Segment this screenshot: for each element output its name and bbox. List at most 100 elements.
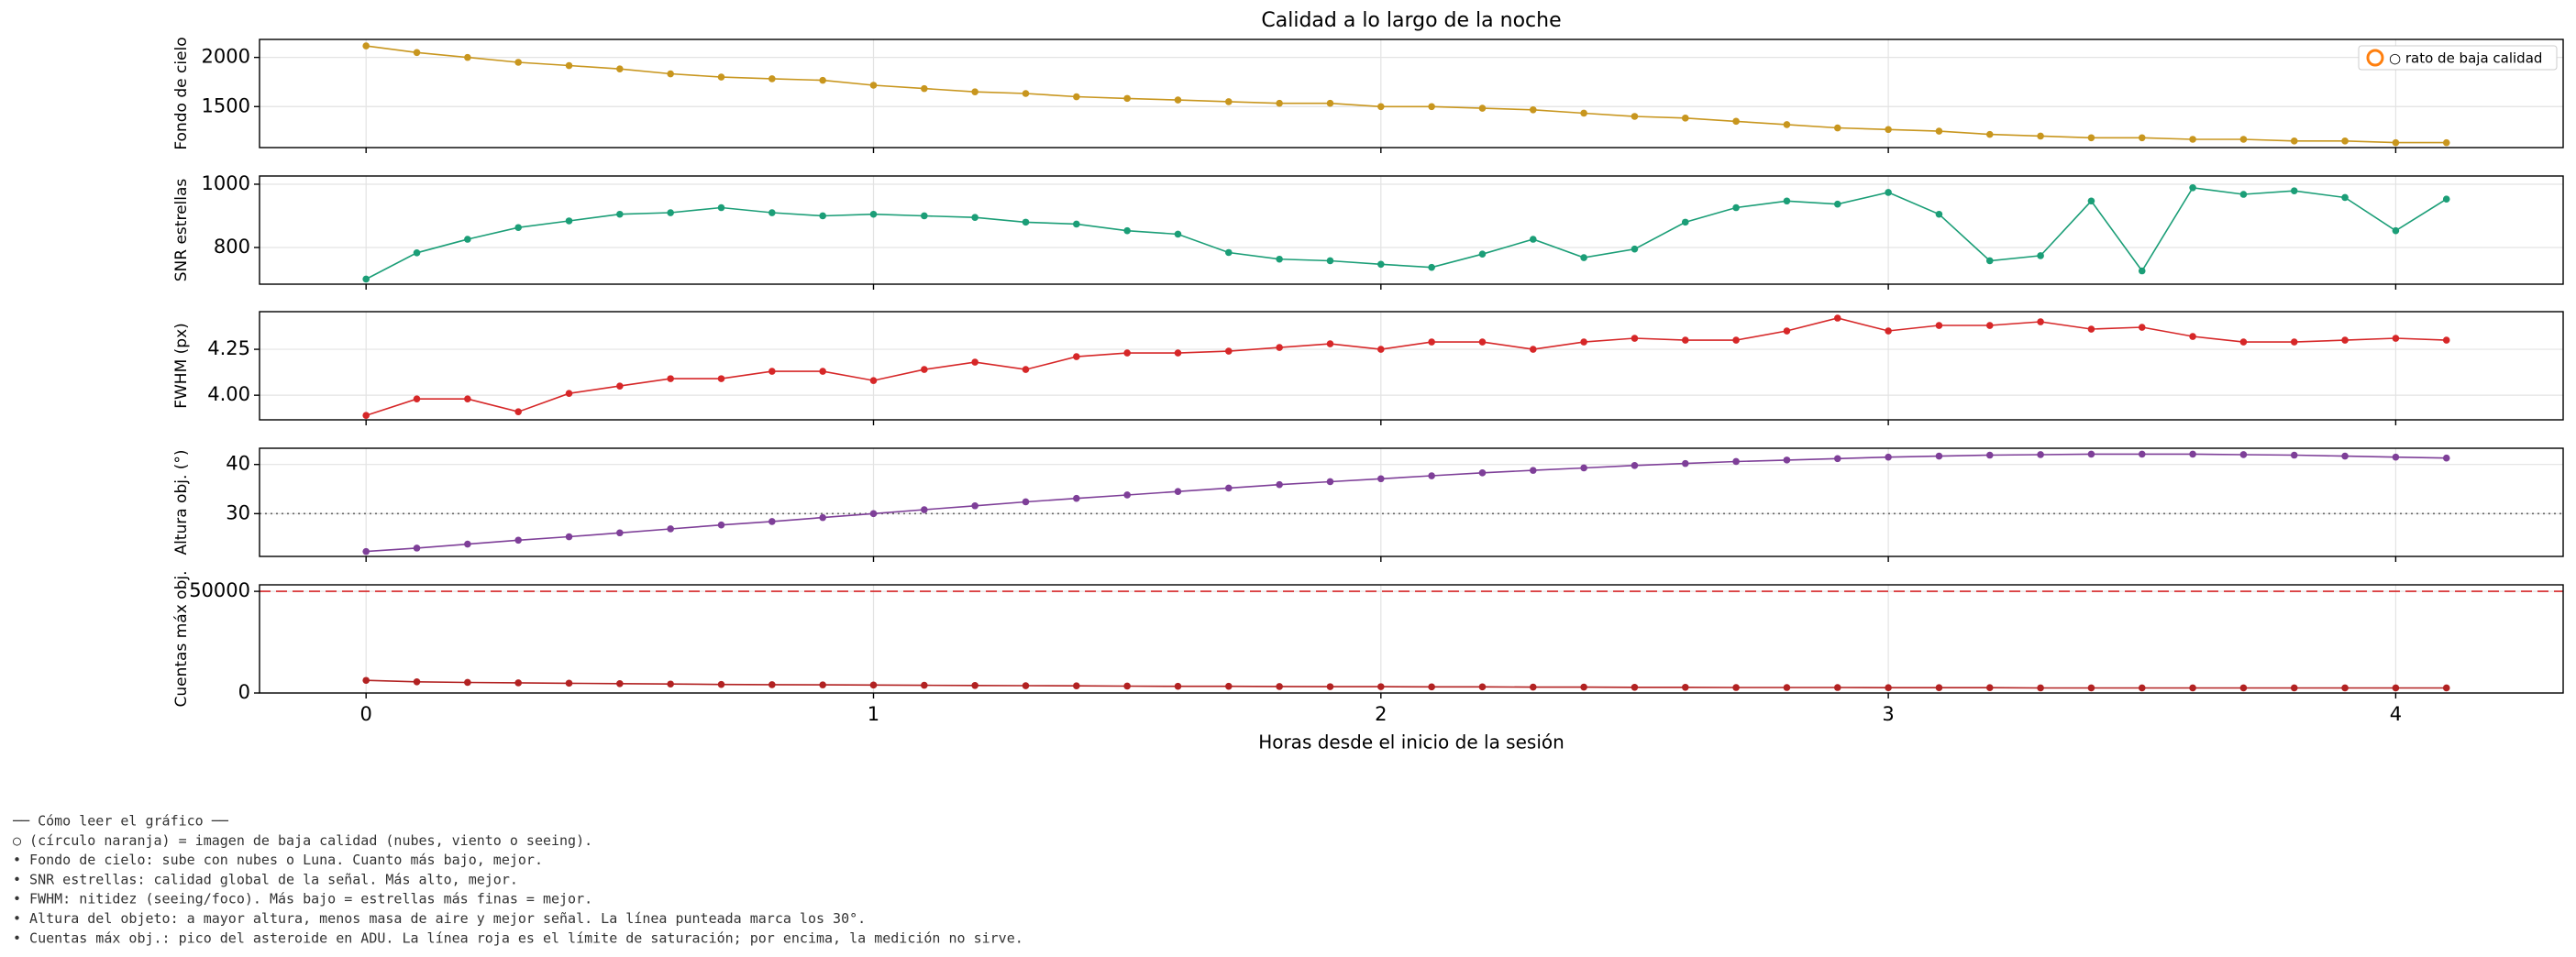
data-point — [1123, 349, 1131, 357]
data-point — [1529, 683, 1537, 691]
note-line: ○ (círculo naranja) = imagen de baja cal… — [13, 832, 592, 849]
plot-frame — [259, 447, 2564, 557]
data-point — [1225, 98, 1233, 105]
data-point — [1326, 478, 1334, 486]
data-point — [1985, 130, 1994, 138]
data-point — [1428, 263, 1435, 271]
data-point — [413, 678, 421, 686]
data-point — [1225, 248, 1233, 257]
data-point — [2341, 193, 2349, 202]
data-point — [921, 212, 928, 220]
data-point — [2037, 132, 2044, 140]
data-point — [2087, 197, 2095, 205]
series-line — [365, 317, 2447, 416]
data-point — [565, 533, 573, 541]
plot-frame — [259, 311, 2564, 421]
data-point — [971, 681, 978, 689]
data-point — [921, 681, 928, 689]
data-point — [2392, 453, 2400, 461]
data-point — [514, 59, 522, 66]
y-tick-label: 30 — [226, 501, 250, 523]
data-point — [1174, 349, 1182, 357]
data-point — [2341, 336, 2349, 344]
data-point — [921, 366, 928, 373]
data-point — [2341, 138, 2349, 145]
data-point — [1935, 322, 1943, 329]
data-point — [2037, 252, 2044, 259]
data-point — [1885, 189, 1892, 196]
data-point — [464, 236, 471, 243]
data-point — [1529, 467, 1537, 474]
data-point — [1326, 340, 1334, 347]
data-point — [362, 547, 370, 556]
data-point — [464, 678, 471, 687]
data-point — [1276, 344, 1283, 351]
data-point — [1885, 327, 1892, 335]
data-point — [1073, 494, 1080, 502]
data-point — [1428, 683, 1435, 691]
data-point — [1174, 96, 1182, 104]
data-point — [921, 84, 928, 93]
data-point — [1022, 498, 1030, 506]
y-axis-label: Cuentas máx obj. — [172, 571, 191, 708]
data-point — [1478, 104, 1487, 112]
data-point — [2442, 195, 2450, 203]
data-point — [717, 521, 725, 529]
data-point — [1985, 451, 1994, 459]
data-point — [1276, 683, 1283, 690]
data-point — [768, 368, 776, 375]
data-point — [1935, 684, 1943, 692]
x-tick-label: 2 — [1375, 703, 1387, 725]
data-point — [1681, 218, 1689, 226]
data-point — [565, 390, 573, 397]
data-point — [2239, 451, 2248, 458]
data-point — [2239, 191, 2248, 198]
data-point — [819, 368, 826, 375]
data-point — [1478, 469, 1487, 477]
data-point — [819, 76, 826, 84]
data-point — [971, 358, 978, 366]
data-point — [514, 536, 522, 544]
data-point — [667, 525, 674, 533]
data-point — [768, 518, 776, 525]
data-point — [2037, 451, 2044, 458]
x-tick-label: 3 — [1882, 703, 1894, 725]
data-point — [1377, 346, 1385, 353]
data-point — [616, 529, 624, 537]
data-point — [2087, 684, 2095, 692]
data-point — [1631, 461, 1639, 469]
data-point — [413, 249, 421, 257]
data-point — [616, 65, 624, 72]
x-tick-label: 4 — [2390, 703, 2402, 725]
data-point — [1833, 455, 1841, 463]
data-point — [1833, 684, 1841, 691]
data-point — [362, 275, 370, 283]
data-point — [1681, 683, 1689, 691]
data-point — [2239, 684, 2248, 692]
y-tick-label: 4.25 — [207, 337, 250, 359]
data-point — [1935, 452, 1943, 460]
data-point — [1225, 347, 1233, 355]
data-point — [1022, 90, 1030, 97]
data-point — [413, 544, 421, 552]
plot-frame — [259, 175, 2564, 285]
data-point — [2392, 138, 2400, 147]
data-point — [2189, 183, 2196, 192]
data-point — [1377, 475, 1385, 483]
data-point — [1681, 459, 1689, 468]
data-point — [1276, 255, 1283, 263]
data-point — [1123, 491, 1131, 499]
data-point — [2138, 684, 2146, 692]
data-point — [2037, 318, 2044, 325]
y-tick-label: 2000 — [202, 46, 250, 68]
data-point — [1732, 117, 1740, 126]
data-point — [1022, 682, 1030, 689]
data-point — [2442, 336, 2450, 344]
data-point — [1833, 124, 1841, 132]
data-point — [1783, 121, 1791, 128]
note-line: • SNR estrellas: calidad global de la se… — [13, 871, 518, 887]
data-point — [717, 204, 725, 212]
data-point — [1377, 683, 1385, 690]
data-point — [971, 214, 978, 221]
